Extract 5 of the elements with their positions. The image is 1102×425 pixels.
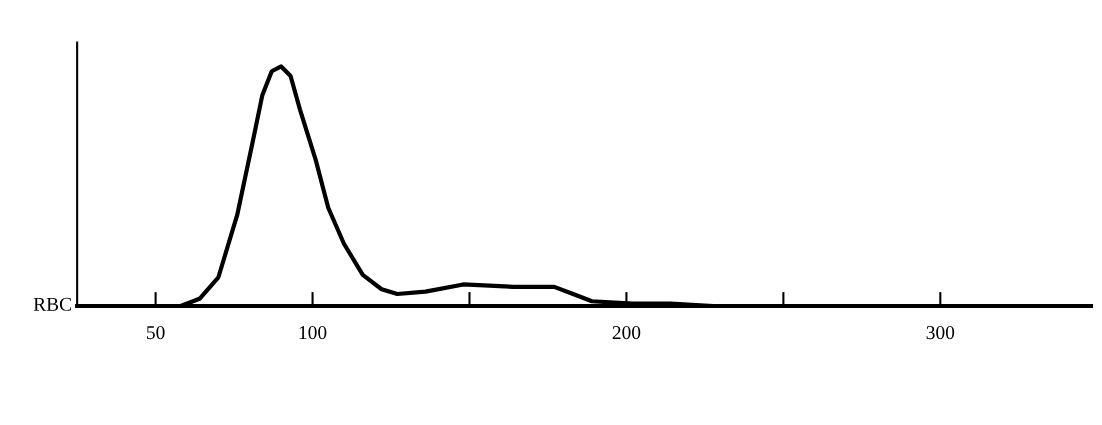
x-tick-label: 50	[147, 326, 165, 340]
y-axis-title: RBC	[33, 297, 71, 311]
x-tick-label: 300	[926, 326, 955, 340]
x-tick-label: 100	[299, 326, 327, 340]
x-tick-label: 200	[612, 326, 641, 340]
